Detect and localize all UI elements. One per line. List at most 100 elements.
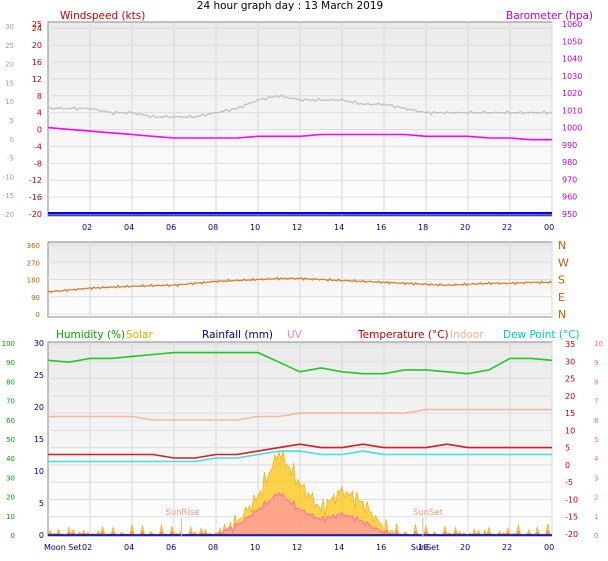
- indoor-line: [48, 408, 552, 421]
- humidity-tick-label: 40: [6, 455, 15, 463]
- compass-label: S: [558, 274, 565, 287]
- barometer-label: Barometer (hpa): [506, 10, 593, 22]
- x-tick-label-bottom: 12: [292, 543, 302, 552]
- barometer-tick-label: 1000: [562, 124, 582, 133]
- legend-temperature: Temperature (°C): [357, 329, 449, 341]
- x-tick-label-bottom: 08: [208, 543, 218, 552]
- temp-tick-label: 30: [565, 357, 575, 366]
- x-tick-label-bottom: 18: [418, 543, 428, 552]
- barometer-tick-label: 1040: [562, 55, 582, 64]
- temp-tick-label: 0: [565, 461, 570, 470]
- grid-lines: [48, 22, 553, 536]
- barometer-tick-label: 970: [562, 175, 577, 184]
- rain-tick-label: 0: [39, 531, 44, 540]
- barometer-tick-label: 1050: [562, 37, 582, 46]
- x-tick-label-top: 04: [124, 223, 134, 232]
- legend-solar: Solar: [126, 329, 153, 341]
- uv-tick-label: 3: [594, 474, 598, 482]
- chart-title: 24 hour graph day : 13 March 2019: [197, 0, 383, 12]
- uv-tick-label: 5: [594, 436, 598, 444]
- barometer-tick-label: 990: [562, 141, 577, 150]
- x-tick-label-top: 18: [418, 223, 428, 232]
- temp-tick-label: 35: [565, 340, 575, 349]
- uv-tick-label: 4: [594, 455, 599, 463]
- wind-outer-tick-label: 15: [5, 79, 14, 87]
- compass-label: N: [558, 308, 566, 321]
- barometer-tick-label: 950: [562, 210, 577, 219]
- dir-tick-label: 180: [27, 277, 40, 285]
- barometer-tick-label: 960: [562, 193, 577, 202]
- wind-direction-line: [47, 276, 553, 294]
- wind-tick-label: 12: [32, 75, 42, 84]
- humidity-tick-label: 100: [2, 340, 15, 348]
- temp-tick-label: 10: [565, 426, 575, 435]
- annotations: SunRise SunSet Moon Set SunSet: [44, 508, 444, 552]
- x-tick-label-bottom: 00: [544, 543, 554, 552]
- humidity-tick-label: 10: [6, 513, 15, 521]
- wind-outer-tick-label: 5: [10, 117, 14, 125]
- compass-label: E: [558, 291, 565, 304]
- barometer-line: [47, 126, 552, 141]
- wind-tick-label: 0: [37, 126, 42, 135]
- barometer-tick-label: 1060: [562, 20, 582, 29]
- rain-tick-label: 5: [39, 499, 44, 508]
- wind-outer-tick-label: 25: [5, 42, 14, 50]
- uv-tick-label: 8: [594, 378, 598, 386]
- wind-tick-label: 25: [32, 20, 42, 29]
- x-tick-label-bottom: 02: [82, 543, 92, 552]
- dir-tick-label: 270: [27, 259, 40, 267]
- temp-tick-label: 25: [565, 375, 575, 384]
- uv-tick-label: 1: [594, 513, 598, 521]
- x-tick-label-top: 12: [292, 223, 302, 232]
- rain-tick-label: 25: [34, 371, 44, 380]
- x-tick-label-top: 14: [334, 223, 344, 232]
- legend-dewpoint: Dew Point (°C): [503, 329, 580, 341]
- uv-tick-label: 2: [594, 494, 598, 502]
- wind-tick-label: 8: [37, 92, 42, 101]
- humidity-tick-label: 50: [6, 436, 15, 444]
- axis-ticks: 0202040406060808101012121414161618182020…: [2, 20, 603, 552]
- x-tick-label-bottom: 20: [460, 543, 470, 552]
- wind-outer-tick-label: 30: [5, 23, 14, 31]
- temp-tick-label: 5: [565, 444, 570, 453]
- barometer-tick-label: 1010: [562, 106, 582, 115]
- dir-tick-label: 360: [27, 242, 40, 250]
- dir-tick-label: 90: [31, 294, 40, 302]
- temp-tick-label: -10: [565, 495, 578, 504]
- x-tick-label-top: 02: [82, 223, 92, 232]
- humidity-tick-label: 30: [6, 474, 15, 482]
- humidity-line: [47, 351, 553, 375]
- humidity-tick-label: 70: [6, 398, 15, 406]
- barometer-tick-label: 1030: [562, 72, 582, 81]
- compass-label: W: [558, 256, 569, 269]
- dewpoint-line: [48, 450, 552, 463]
- wind-outer-tick-label: -5: [7, 155, 14, 163]
- x-tick-label-top: 08: [208, 223, 218, 232]
- uv-tick-label: 9: [594, 359, 598, 367]
- rain-tick-label: 15: [34, 435, 44, 444]
- wind-outer-tick-label: -15: [3, 192, 14, 200]
- x-tick-label-top: 00: [544, 223, 554, 232]
- legend-indoor: Indoor: [450, 329, 484, 341]
- data-series: [46, 94, 553, 536]
- humidity-tick-label: 60: [6, 417, 15, 425]
- temp-tick-label: -15: [565, 513, 578, 522]
- wind-outer-tick-label: -20: [3, 211, 14, 219]
- x-tick-label-bottom: 16: [376, 543, 386, 552]
- temperature-line: [48, 443, 552, 459]
- humidity-tick-label: 20: [6, 494, 15, 502]
- x-tick-label-bottom: 10: [250, 543, 260, 552]
- uv-tick-label: 0: [594, 532, 598, 540]
- uv-tick-label: 10: [594, 340, 603, 348]
- solar-area: [47, 450, 552, 536]
- rain-tick-label: 30: [34, 339, 44, 348]
- temp-tick-label: -20: [565, 530, 578, 539]
- wind-tick-label: 20: [32, 41, 42, 50]
- x-tick-label-bottom: 04: [124, 543, 134, 552]
- rain-tick-label: 10: [34, 467, 44, 476]
- sunset-axis-label: SunSet: [411, 543, 439, 552]
- temp-tick-label: 15: [565, 409, 575, 418]
- x-tick-label-top: 10: [250, 223, 260, 232]
- legend-humidity: Humidity (%): [56, 329, 125, 341]
